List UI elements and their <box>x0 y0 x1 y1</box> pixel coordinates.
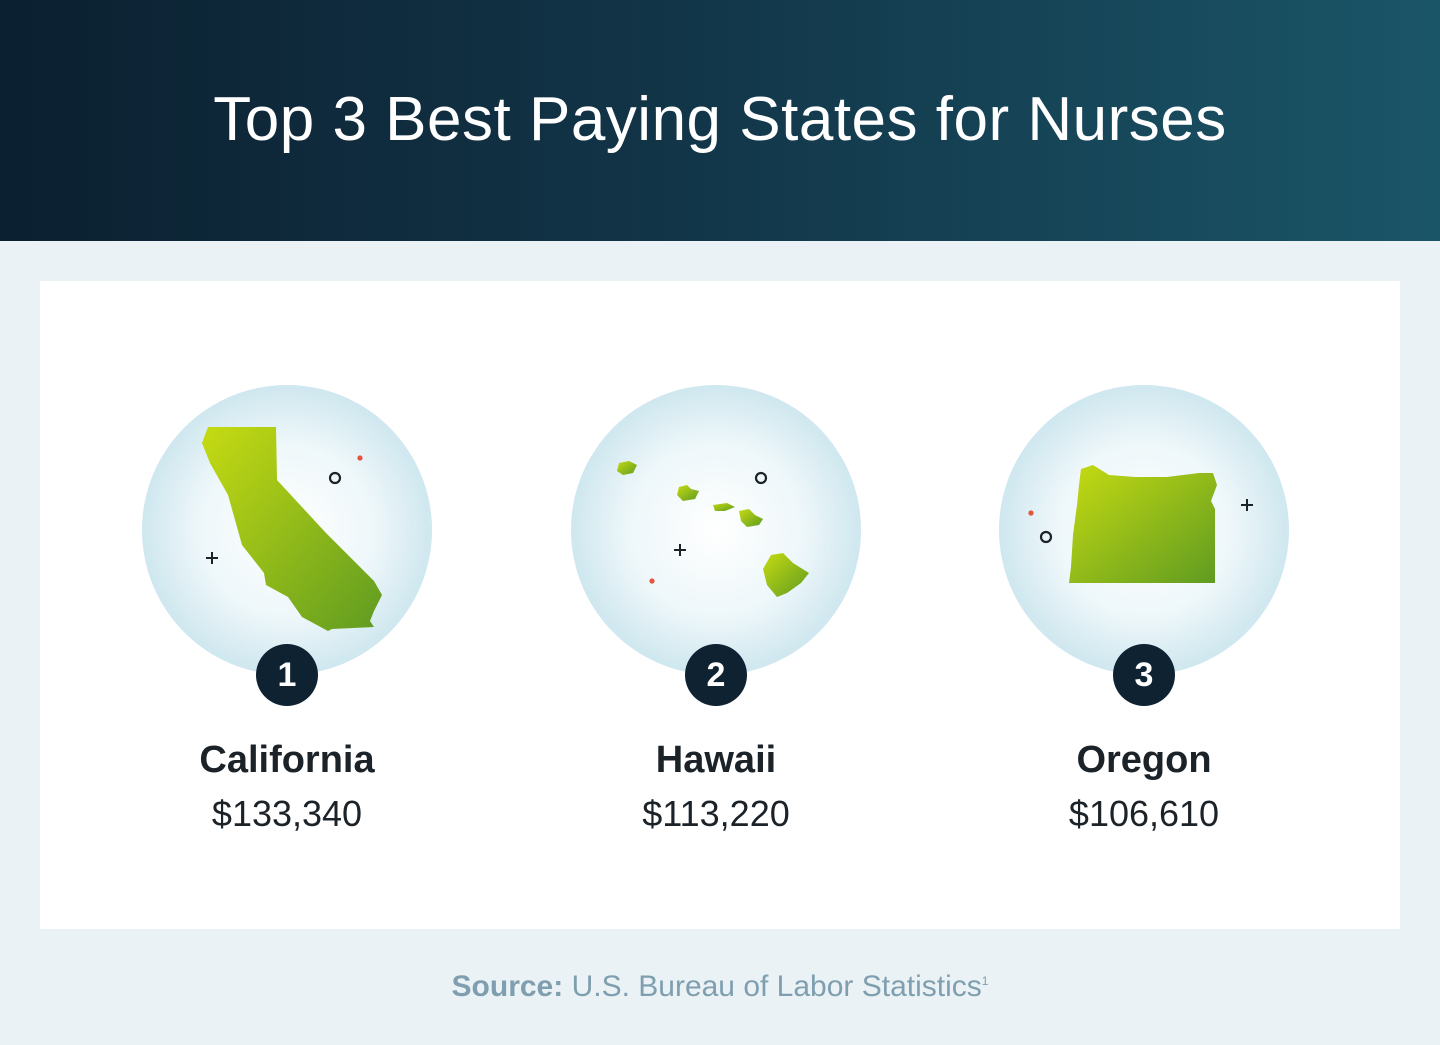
header-banner: Top 3 Best Paying States for Nurses <box>0 0 1440 241</box>
state-name: Hawaii <box>655 739 777 781</box>
states-card: 1 California $133,340 2 Hawaii $113,220 … <box>40 281 1400 929</box>
state-name: Oregon <box>1076 739 1212 781</box>
source-footnote: 1 <box>981 974 989 988</box>
rank-badge: 1 <box>256 644 318 706</box>
source-caption: Source: U.S. Bureau of Labor Statistics1 <box>0 970 1440 1004</box>
hawaii-map-icon <box>571 385 861 675</box>
source-text: U.S. Bureau of Labor Statistics <box>571 970 982 1003</box>
state-item-california: 1 California $133,340 <box>137 385 437 845</box>
oregon-map-icon <box>999 385 1289 675</box>
rank-badge: 2 <box>685 644 747 706</box>
source-label: Source: <box>451 970 564 1003</box>
state-salary: $106,610 <box>1068 793 1220 834</box>
page-title: Top 3 Best Paying States for Nurses <box>213 85 1227 154</box>
state-item-hawaii: 2 Hawaii $113,220 <box>566 385 866 845</box>
state-salary: $113,220 <box>642 793 790 834</box>
california-map-icon <box>142 385 432 675</box>
rank-badge: 3 <box>1113 644 1175 706</box>
state-salary: $133,340 <box>211 793 363 834</box>
state-name: California <box>199 739 375 781</box>
state-item-oregon: 3 Oregon $106,610 <box>994 385 1294 845</box>
